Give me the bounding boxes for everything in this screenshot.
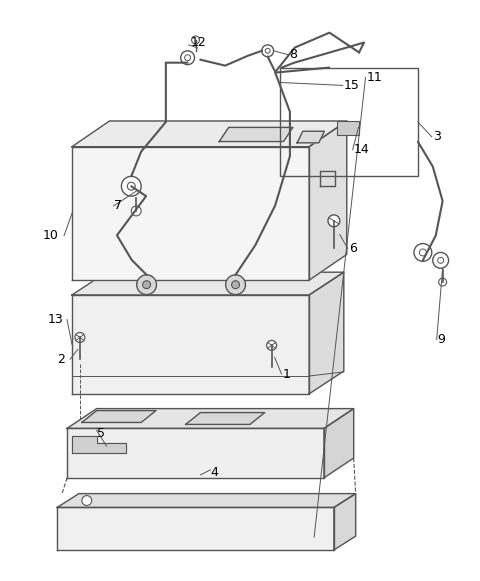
Polygon shape [324,408,354,478]
Polygon shape [72,436,126,453]
Polygon shape [57,494,356,507]
Text: 1: 1 [283,368,290,381]
Polygon shape [67,408,354,428]
Polygon shape [219,127,293,142]
Polygon shape [334,494,356,550]
Circle shape [226,275,245,295]
Text: 11: 11 [367,71,382,84]
Polygon shape [321,171,336,187]
Polygon shape [72,295,309,394]
Text: 10: 10 [42,229,58,242]
Text: 15: 15 [344,79,360,92]
Circle shape [127,182,135,190]
Text: 12: 12 [191,37,206,49]
Polygon shape [186,413,264,425]
Text: 14: 14 [354,143,370,156]
Circle shape [192,36,200,44]
Polygon shape [82,411,156,422]
Polygon shape [297,131,324,143]
Text: 3: 3 [433,130,441,144]
Text: 2: 2 [57,353,65,365]
Polygon shape [309,272,344,394]
Polygon shape [72,146,309,280]
Circle shape [82,496,92,505]
Bar [279,67,418,177]
Polygon shape [309,121,347,280]
Circle shape [185,55,191,60]
Circle shape [328,215,340,227]
Text: 7: 7 [114,199,122,213]
Polygon shape [67,428,324,478]
Circle shape [420,249,426,256]
Circle shape [267,340,276,350]
Text: 13: 13 [47,313,63,326]
Text: 9: 9 [438,333,445,346]
Polygon shape [57,507,334,550]
Circle shape [131,206,141,216]
Polygon shape [72,121,347,146]
Circle shape [438,257,444,263]
Text: 5: 5 [96,427,105,440]
Circle shape [265,48,270,53]
Text: 4: 4 [210,467,218,479]
Polygon shape [72,272,344,295]
Circle shape [439,278,446,286]
Circle shape [231,281,240,289]
Circle shape [433,253,448,268]
Circle shape [143,281,151,289]
Circle shape [121,177,141,196]
FancyBboxPatch shape [337,121,359,135]
Circle shape [180,51,194,64]
Circle shape [75,332,85,342]
Circle shape [137,275,156,295]
Text: 6: 6 [349,242,357,255]
Circle shape [262,45,274,57]
Text: 8: 8 [289,48,298,61]
Circle shape [414,243,432,261]
